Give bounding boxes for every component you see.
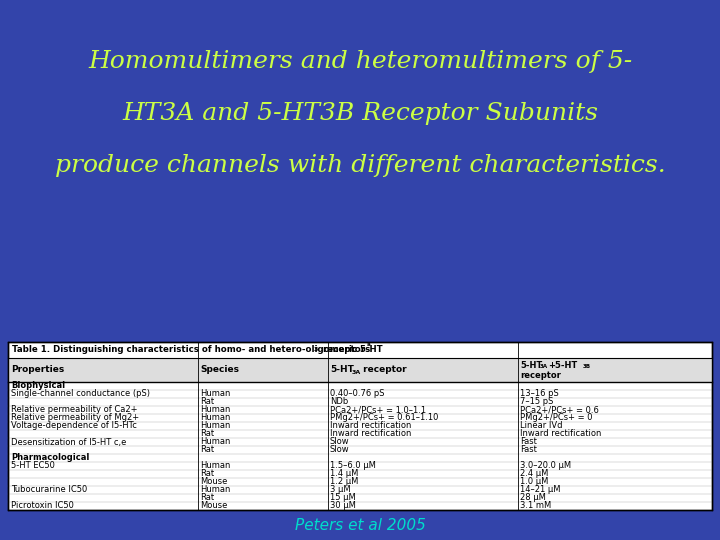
Text: Linear IVd: Linear IVd — [520, 422, 562, 430]
Text: Human: Human — [200, 462, 230, 470]
Text: Fast: Fast — [520, 446, 537, 455]
Text: Biophysical: Biophysical — [11, 381, 65, 390]
Text: Table 1. Distinguishing characteristics of homo- and hetero-oligomeric 5-HT: Table 1. Distinguishing characteristics … — [12, 345, 382, 354]
Text: Desensitization of I5-HT c,e: Desensitization of I5-HT c,e — [11, 437, 127, 447]
Text: Relative permeability of Mg2+: Relative permeability of Mg2+ — [11, 414, 139, 422]
Text: Slow: Slow — [330, 446, 350, 455]
Text: Species: Species — [200, 366, 239, 375]
Text: 3.1 mM: 3.1 mM — [520, 502, 552, 510]
Text: NDb: NDb — [330, 397, 348, 407]
Text: Rat: Rat — [200, 494, 214, 503]
Text: Homomultimers and heteromultimers of 5-: Homomultimers and heteromultimers of 5- — [88, 50, 632, 73]
Text: Tubocurarine IC50: Tubocurarine IC50 — [11, 485, 87, 495]
Text: PCa2+/PCs+ = 1.0–1.1: PCa2+/PCs+ = 1.0–1.1 — [330, 406, 426, 415]
Text: 5-HT EC50: 5-HT EC50 — [11, 462, 55, 470]
Text: PMg2+/PCs+ = 0.61–1.10: PMg2+/PCs+ = 0.61–1.10 — [330, 414, 438, 422]
Text: receptor: receptor — [520, 372, 561, 381]
Bar — [8, 342, 712, 510]
Text: 1.4 μM: 1.4 μM — [330, 469, 359, 478]
Text: Pharmacological: Pharmacological — [11, 454, 89, 462]
Text: Fast: Fast — [520, 437, 537, 447]
Text: Inward rectification: Inward rectification — [330, 429, 411, 438]
Text: Inward rectification: Inward rectification — [330, 422, 411, 430]
Text: 13–16 pS: 13–16 pS — [520, 389, 559, 399]
Text: Human: Human — [200, 437, 230, 447]
Text: Mouse: Mouse — [200, 477, 228, 487]
Text: Single-channel conductance (pS): Single-channel conductance (pS) — [11, 389, 150, 399]
Text: Properties: Properties — [11, 366, 64, 375]
Text: receptors: receptors — [320, 345, 370, 354]
Text: Human: Human — [200, 485, 230, 495]
Text: PCa2+/PCs+ = 0.6: PCa2+/PCs+ = 0.6 — [520, 406, 599, 415]
Text: Rat: Rat — [200, 469, 214, 478]
Text: 30 μM: 30 μM — [330, 502, 356, 510]
Text: 3B: 3B — [583, 364, 591, 369]
Text: Human: Human — [200, 422, 230, 430]
Text: Rat: Rat — [200, 397, 214, 407]
Text: 0.40–0.76 pS: 0.40–0.76 pS — [330, 389, 384, 399]
Text: 3: 3 — [314, 347, 318, 352]
Text: Human: Human — [200, 406, 230, 415]
Text: 28 μM: 28 μM — [520, 494, 546, 503]
Text: 15 μM: 15 μM — [330, 494, 356, 503]
Text: 1.5–6.0 μM: 1.5–6.0 μM — [330, 462, 376, 470]
Text: Peters et al 2005: Peters et al 2005 — [294, 518, 426, 534]
Text: 3A: 3A — [540, 364, 548, 369]
Text: 3.0–20.0 μM: 3.0–20.0 μM — [520, 462, 571, 470]
Text: 7–15 pS: 7–15 pS — [520, 397, 554, 407]
Text: HT3A and 5-HT3B Receptor Subunits: HT3A and 5-HT3B Receptor Subunits — [122, 102, 598, 125]
Bar — [8, 358, 712, 382]
Text: Voltage-dependence of I5-HTc: Voltage-dependence of I5-HTc — [11, 422, 137, 430]
Text: 2.4 μM: 2.4 μM — [520, 469, 549, 478]
Text: Human: Human — [200, 414, 230, 422]
Text: 14–21 μM: 14–21 μM — [520, 485, 560, 495]
Text: Human: Human — [200, 389, 230, 399]
Text: a: a — [367, 342, 371, 347]
Text: Inward rectification: Inward rectification — [520, 429, 601, 438]
Text: Picrotoxin IC50: Picrotoxin IC50 — [11, 502, 74, 510]
Text: Slow: Slow — [330, 437, 350, 447]
Text: produce channels with different characteristics.: produce channels with different characte… — [55, 154, 665, 177]
Text: 1.2 μM: 1.2 μM — [330, 477, 359, 487]
Text: 5-HT: 5-HT — [330, 366, 354, 375]
Text: 3A: 3A — [352, 369, 361, 375]
Text: receptor: receptor — [360, 366, 407, 375]
Text: +5-HT: +5-HT — [548, 361, 577, 369]
Text: Mouse: Mouse — [200, 502, 228, 510]
Text: Rat: Rat — [200, 446, 214, 455]
Text: 3 μM: 3 μM — [330, 485, 351, 495]
Text: 1.0 μM: 1.0 μM — [520, 477, 549, 487]
Text: Relative permeability of Ca2+: Relative permeability of Ca2+ — [11, 406, 138, 415]
Text: PMg2+/PCs+ = 0: PMg2+/PCs+ = 0 — [520, 414, 593, 422]
Text: 5-HT: 5-HT — [520, 361, 542, 369]
Text: Rat: Rat — [200, 429, 214, 438]
